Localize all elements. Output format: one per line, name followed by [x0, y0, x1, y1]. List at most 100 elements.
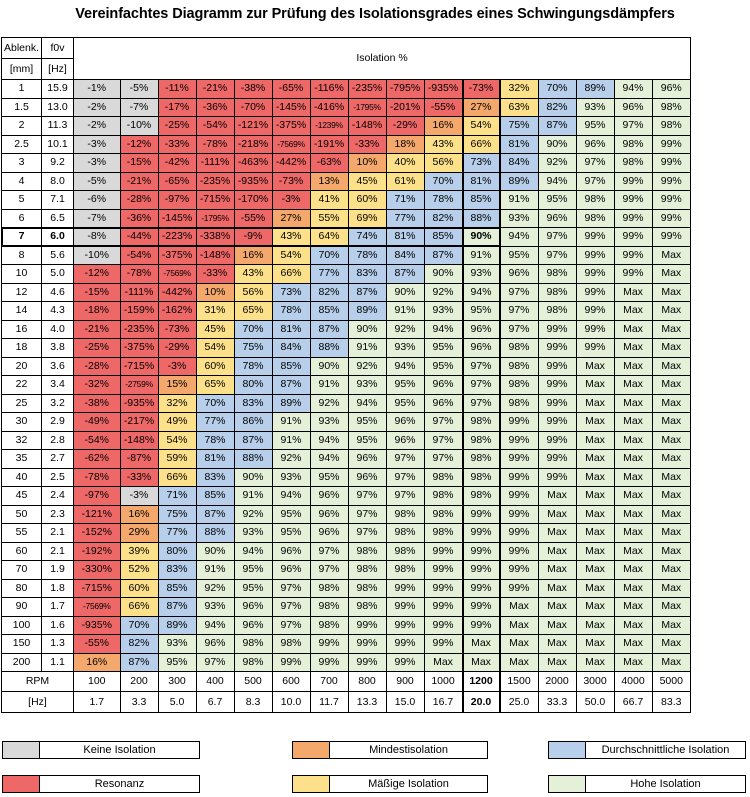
isolation-cell: Max	[576, 561, 615, 580]
isolation-cell: 93%	[234, 524, 273, 543]
isolation-cell: 87%	[538, 117, 577, 136]
isolation-cell: -25%	[158, 117, 197, 136]
isolation-cell: 91%	[462, 246, 501, 265]
row-f0v: 2.1	[42, 524, 74, 543]
isolation-cell: 90%	[462, 228, 501, 247]
isolation-cell: 75%	[500, 117, 539, 136]
isolation-cell: Max	[652, 431, 691, 450]
isolation-cell: 99%	[348, 616, 387, 635]
row-deflection: 2.5	[2, 135, 42, 154]
isolation-cell: 96%	[310, 487, 349, 506]
isolation-cell: 99%	[424, 561, 463, 580]
isolation-cell: 98%	[348, 598, 387, 617]
isolation-cell: 96%	[310, 505, 349, 524]
isolation-cell: Max	[652, 487, 691, 506]
legend-swatch	[549, 776, 586, 792]
isolation-cell: 95%	[348, 431, 387, 450]
isolation-cell: -5%	[120, 80, 159, 99]
isolation-cell: 96%	[272, 561, 311, 580]
isolation-cell: Max	[576, 357, 615, 376]
isolation-cell: 98%	[462, 431, 501, 450]
isolation-cell: 94%	[424, 320, 463, 339]
isolation-cell: 94%	[348, 394, 387, 413]
isolation-cell: -416%	[310, 98, 349, 117]
footer-hz-value: 33.3	[538, 692, 577, 713]
isolation-cell: 99%	[652, 228, 691, 247]
isolation-cell: 94%	[500, 228, 539, 247]
isolation-cell: 85%	[196, 487, 235, 506]
isolation-cell: 99%	[576, 339, 615, 358]
isolation-cell: 54%	[462, 117, 501, 136]
isolation-cell: 60%	[120, 579, 159, 598]
row-f0v: 1.6	[42, 616, 74, 635]
isolation-cell: 97%	[576, 154, 615, 173]
isolation-cell: 66%	[462, 135, 501, 154]
isolation-cell: 75%	[234, 339, 273, 358]
isolation-cell: 10%	[196, 283, 235, 302]
isolation-cell: 45%	[196, 320, 235, 339]
legend-item: Mäßige Isolation	[292, 775, 488, 793]
isolation-cell: 81%	[500, 135, 539, 154]
isolation-cell: 49%	[158, 413, 197, 432]
isolation-cell: -12%	[120, 135, 159, 154]
isolation-cell: 97%	[538, 228, 577, 247]
isolation-cell: -375%	[158, 246, 197, 265]
isolation-cell: Max	[538, 616, 577, 635]
isolation-cell: 90%	[348, 320, 387, 339]
row-deflection: 16	[2, 320, 42, 339]
isolation-cell: 97%	[272, 598, 311, 617]
isolation-cell: Max	[614, 542, 653, 561]
row-deflection: 80	[2, 579, 42, 598]
row-deflection: 18	[2, 339, 42, 358]
isolation-cell: -36%	[196, 98, 235, 117]
isolation-cell: -121%	[234, 117, 273, 136]
isolation-cell: -25%	[74, 339, 121, 358]
isolation-cell: 77%	[158, 524, 197, 543]
isolation-cell: 27%	[272, 209, 311, 228]
isolation-cell: -8%	[74, 228, 121, 247]
isolation-cell: 64%	[310, 228, 349, 247]
isolation-cell: 98%	[462, 487, 501, 506]
isolation-cell: -54%	[120, 246, 159, 265]
isolation-cell: -65%	[272, 80, 311, 99]
isolation-cell: -121%	[74, 505, 121, 524]
isolation-cell: 98%	[576, 209, 615, 228]
isolation-cell: -192%	[74, 542, 121, 561]
isolation-cell: 99%	[500, 579, 539, 598]
isolation-cell: Max	[500, 616, 539, 635]
isolation-cell: Max	[538, 542, 577, 561]
isolation-cell: -201%	[386, 98, 425, 117]
isolation-cell: 99%	[614, 246, 653, 265]
isolation-cell: 96%	[348, 468, 387, 487]
legend-label: Hohe Isolation	[630, 778, 701, 790]
isolation-cell: 96%	[196, 635, 235, 654]
row-deflection: 60	[2, 542, 42, 561]
legend-item: Keine Isolation	[2, 741, 200, 759]
row-f0v: 2.5	[42, 468, 74, 487]
isolation-cell: 98%	[538, 265, 577, 284]
row-deflection: 7	[2, 228, 42, 247]
isolation-cell: 99%	[310, 635, 349, 654]
isolation-cell: -463%	[234, 154, 273, 173]
isolation-cell: 99%	[652, 191, 691, 210]
isolation-cell: 98%	[614, 154, 653, 173]
row-deflection: 1	[2, 80, 42, 99]
row-deflection: 30	[2, 413, 42, 432]
isolation-cell: 70%	[310, 246, 349, 265]
row-f0v: 1.1	[42, 653, 74, 672]
isolation-cell: Max	[462, 635, 501, 654]
isolation-cell: Max	[652, 616, 691, 635]
isolation-cell: 97%	[272, 616, 311, 635]
legend-item: Mindestisolation	[292, 741, 488, 759]
isolation-cell: -2%	[74, 117, 121, 136]
isolation-cell: Max	[614, 505, 653, 524]
isolation-cell: -935%	[234, 172, 273, 191]
isolation-cell: -1239%	[310, 117, 349, 136]
row-deflection: 150	[2, 635, 42, 654]
isolation-cell: -3%	[158, 357, 197, 376]
isolation-cell: 32%	[158, 394, 197, 413]
footer-hz-value: 25.0	[500, 692, 539, 713]
isolation-cell: 99%	[462, 524, 501, 543]
isolation-cell: 96%	[614, 98, 653, 117]
isolation-cell: 99%	[576, 265, 615, 284]
